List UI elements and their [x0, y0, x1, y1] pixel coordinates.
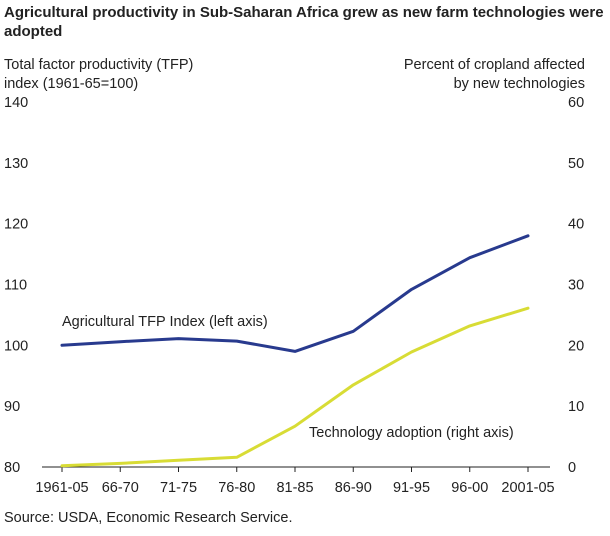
- x-axis-tick-label: 86-90: [335, 480, 372, 496]
- left-axis-label: Total factor productivity (TFP) index (1…: [4, 56, 264, 94]
- chart-title: Agricultural productivity in Sub-Saharan…: [4, 4, 604, 40]
- right-axis-tick-label: 20: [568, 338, 584, 354]
- left-axis-tick-label: 90: [4, 399, 20, 415]
- x-axis-tick-label: 81-85: [276, 480, 313, 496]
- left-axis-tick-label: 80: [4, 460, 20, 476]
- x-axis-tick-label: 96-00: [451, 480, 488, 496]
- left-axis-tick-label: 140: [4, 95, 28, 111]
- right-axis-tick-label: 10: [568, 399, 584, 415]
- left-axis-label-line-1: Total factor productivity (TFP): [4, 57, 194, 73]
- x-axis-tick-label: 66-70: [102, 480, 139, 496]
- right-axis-label: Percent of cropland affected by new tech…: [325, 56, 585, 94]
- x-axis-tick-label: 71-75: [160, 480, 197, 496]
- series-label-technology-adoption: Technology adoption (right axis): [309, 425, 514, 441]
- x-axis-tick-label: 1961-05: [35, 480, 88, 496]
- source-note: Source: USDA, Economic Research Service.: [4, 510, 293, 526]
- right-axis-tick-label: 60: [568, 95, 584, 111]
- left-axis-label-line-2: index (1961-65=100): [4, 76, 139, 92]
- right-axis-tick-label: 50: [568, 156, 584, 172]
- right-axis-label-line-1: Percent of cropland affected: [403, 57, 585, 73]
- series-label-tfp-index: Agricultural TFP Index (left axis): [62, 314, 268, 330]
- right-axis-tick-label: 0: [568, 460, 576, 476]
- left-axis-tick-label: 130: [4, 156, 28, 172]
- left-axis-tick-label: 100: [4, 338, 28, 354]
- right-axis-tick-label: 30: [568, 278, 584, 294]
- left-axis-tick-label: 110: [4, 278, 27, 294]
- right-axis-tick-label: 40: [568, 217, 584, 233]
- series-line-technology-adoption: [60, 306, 530, 468]
- left-axis-tick-label: 120: [4, 217, 28, 233]
- x-axis-tick-label: 2001-05: [501, 480, 554, 496]
- right-axis-label-line-2: by new technologies: [453, 76, 585, 92]
- x-axis-tick-label: 91-95: [393, 480, 430, 496]
- x-axis-tick-label: 76-80: [218, 480, 255, 496]
- series-line-tfp-index: [60, 234, 530, 353]
